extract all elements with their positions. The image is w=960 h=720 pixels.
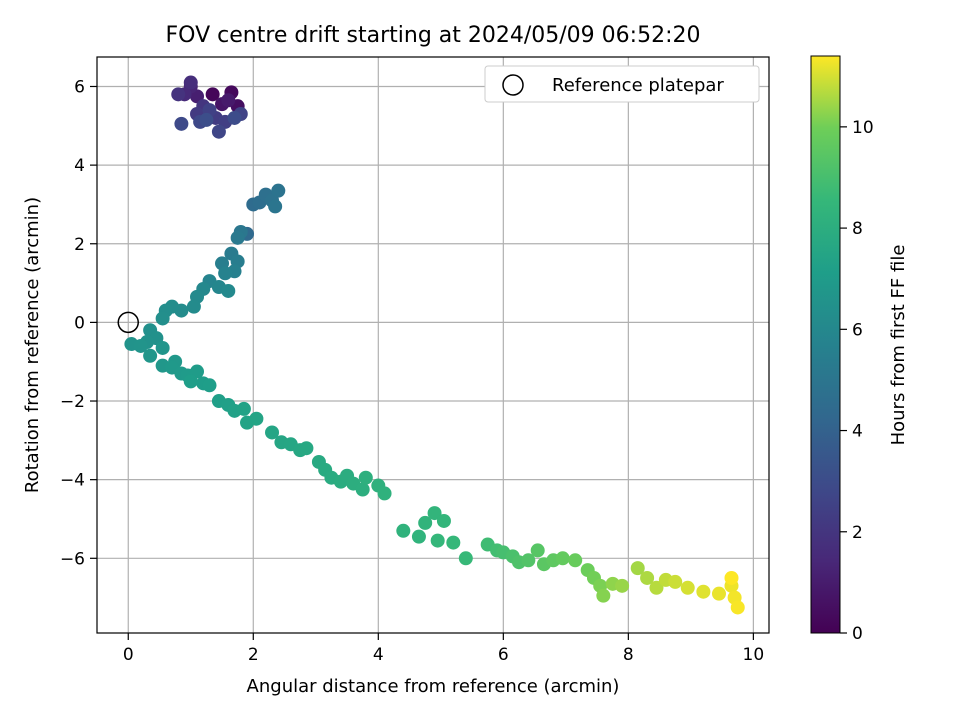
colorbar-tick-label: 4: [852, 422, 863, 442]
x-tick-label: 2: [248, 645, 259, 665]
data-point: [183, 374, 198, 389]
data-point: [249, 411, 264, 426]
y-tick-label: 4: [74, 156, 85, 176]
data-point: [396, 523, 411, 538]
data-point: [271, 183, 286, 198]
colorbar-gradient: [810, 55, 841, 634]
data-point: [143, 348, 158, 363]
y-tick-label: 0: [74, 313, 85, 333]
data-point: [668, 574, 683, 589]
data-point: [530, 543, 545, 558]
data-point: [299, 441, 314, 456]
legend-label: Reference platepar: [552, 75, 724, 96]
data-point: [696, 584, 711, 599]
colorbar-ticks: 0 2 4 6 8 10: [840, 118, 874, 644]
data-point: [221, 283, 236, 298]
x-axis: 0 2 4 6 8 10: [123, 633, 764, 665]
y-tick-label: −2: [60, 392, 85, 412]
y-tick-label: 6: [74, 77, 85, 97]
x-tick-label: 8: [623, 645, 634, 665]
colorbar-tick-label: 0: [852, 624, 863, 644]
data-point: [724, 570, 739, 585]
y-tick-label: 2: [74, 235, 85, 255]
data-point: [155, 340, 170, 355]
legend-marker: [502, 74, 524, 96]
data-point: [171, 87, 186, 102]
legend: Reference platepar: [484, 65, 760, 103]
colorbar-label: Hours from first FF file: [888, 245, 909, 446]
plot-frame: [96, 56, 770, 634]
y-axis-label: Rotation from reference (arcmin): [22, 197, 43, 493]
data-point: [218, 266, 233, 281]
data-point: [680, 580, 695, 595]
data-point: [186, 299, 201, 314]
y-tick-label: −4: [60, 471, 85, 491]
data-point: [268, 199, 283, 214]
data-point: [211, 124, 226, 139]
data-point: [221, 93, 236, 108]
y-axis: −6 −4 −2 0 2 4 6: [60, 77, 97, 569]
data-point: [355, 482, 370, 497]
data-point: [236, 401, 251, 416]
data-point: [174, 116, 189, 131]
data-point: [430, 533, 445, 548]
data-point: [596, 588, 611, 603]
data-point: [555, 551, 570, 566]
legend-box: [484, 65, 760, 103]
data-point: [202, 378, 217, 393]
data-point: [358, 470, 373, 485]
data-point: [230, 230, 245, 245]
data-point: [458, 551, 473, 566]
data-point: [730, 600, 745, 615]
reference-marker: [117, 311, 140, 334]
data-point: [630, 561, 645, 576]
data-point: [155, 311, 170, 326]
data-point: [265, 425, 280, 440]
colorbar-tick-label: 2: [852, 523, 863, 543]
data-point: [649, 580, 664, 595]
data-point: [521, 553, 536, 568]
x-tick-label: 6: [498, 645, 509, 665]
data-point: [711, 586, 726, 601]
data-point: [568, 553, 583, 568]
data-point: [199, 112, 214, 127]
grid: [97, 57, 769, 633]
data-point: [446, 535, 461, 550]
y-tick-label: −6: [60, 549, 85, 569]
data-point: [133, 338, 148, 353]
colorbar-tick-label: 8: [852, 219, 863, 239]
data-point: [227, 110, 242, 125]
colorbar: 0 2 4 6 8 10 Hours from first FF file: [810, 55, 909, 644]
data-point: [205, 87, 220, 102]
data-point: [377, 486, 392, 501]
data-point: [183, 75, 198, 90]
x-tick-label: 0: [123, 645, 134, 665]
data-point: [640, 570, 655, 585]
data-point: [615, 578, 630, 593]
colorbar-tick-label: 10: [852, 118, 874, 138]
x-tick-label: 4: [373, 645, 384, 665]
data-point: [411, 529, 426, 544]
points: [124, 75, 745, 615]
chart-title: FOV centre drift starting at 2024/05/09 …: [166, 23, 701, 48]
colorbar-tick-label: 6: [852, 320, 863, 340]
data-point: [427, 506, 442, 521]
x-tick-label: 10: [743, 645, 765, 665]
data-point: [436, 513, 451, 528]
data-point: [418, 515, 433, 530]
x-axis-label: Angular distance from reference (arcmin): [247, 676, 620, 697]
